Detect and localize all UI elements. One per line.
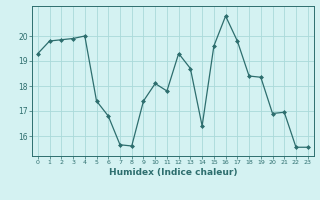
- X-axis label: Humidex (Indice chaleur): Humidex (Indice chaleur): [108, 168, 237, 177]
